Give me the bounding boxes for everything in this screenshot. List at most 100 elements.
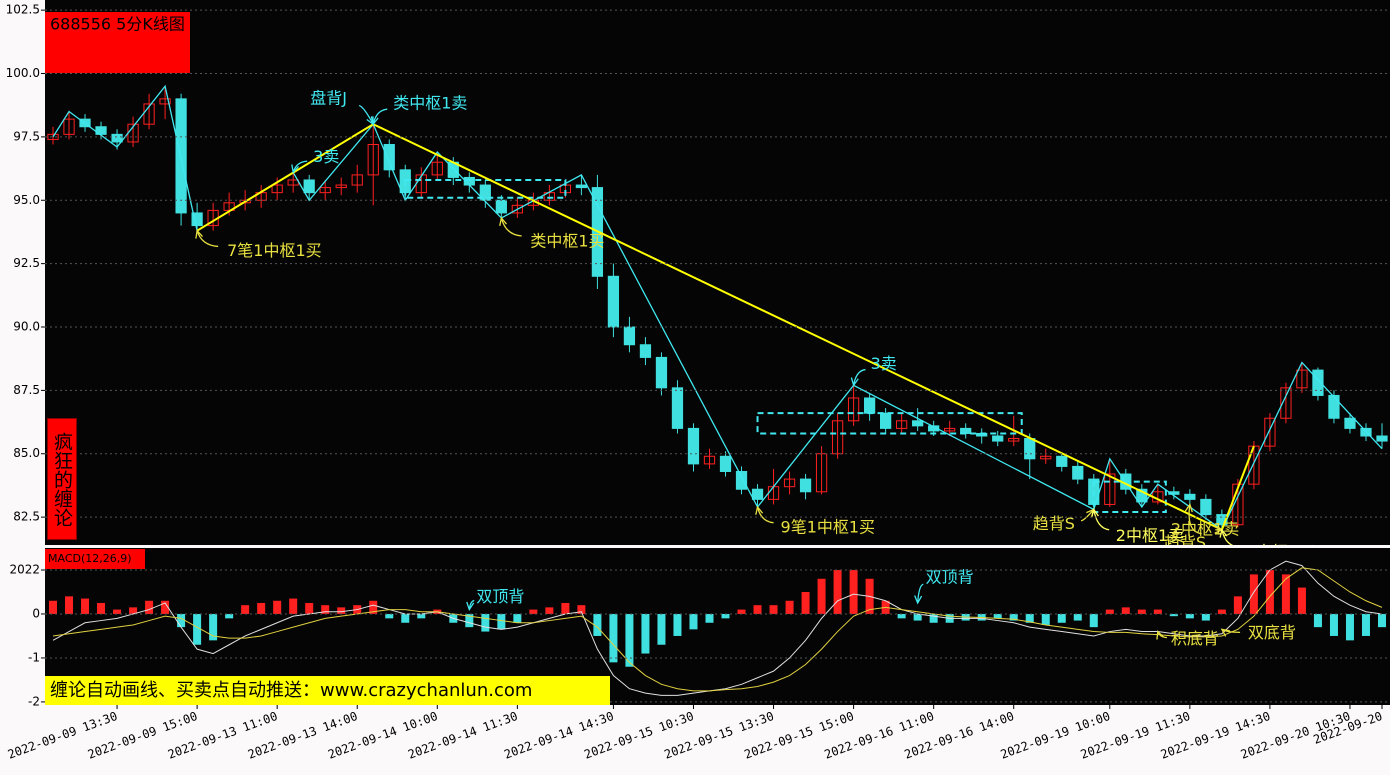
macd-bar <box>289 598 298 614</box>
macd-bar <box>145 600 154 614</box>
annotation-arrow <box>292 160 308 173</box>
macd-bar <box>737 609 746 614</box>
annotation-arrowhead <box>1090 508 1099 518</box>
macd-bar <box>705 613 714 623</box>
candle-body <box>1168 491 1180 495</box>
candle-body <box>1056 455 1068 467</box>
macd-bar <box>609 613 618 663</box>
annotation: 3卖 <box>871 354 897 373</box>
candle-body <box>47 133 59 140</box>
macd-bar <box>193 613 202 645</box>
macd-bar <box>849 569 858 614</box>
macd-bar <box>1265 569 1274 614</box>
y-tick-label: 92.5 <box>13 256 40 270</box>
annotation-arrowhead <box>1184 502 1193 513</box>
zhongshu-box <box>404 178 567 199</box>
macd-bar <box>545 607 554 614</box>
annotation-arrowhead <box>1156 630 1164 640</box>
chart-title: 688556 5分K线图 <box>50 15 185 34</box>
macd-bar <box>1361 613 1370 636</box>
annotation: 9笔1中枢1买 <box>781 517 876 536</box>
macd-bar <box>1297 587 1306 614</box>
macd-bar <box>1025 613 1034 623</box>
annotation-arrowhead <box>466 601 475 612</box>
candle-body <box>191 212 203 227</box>
annotation: 2中枢1买P <box>1246 542 1324 561</box>
annotation-arrow <box>756 506 774 524</box>
annotation-arrowhead <box>850 377 859 387</box>
segment-line <box>196 123 1255 532</box>
annotation: 2中枢1卖 <box>1171 519 1239 538</box>
annotation-arrowhead <box>914 595 923 605</box>
annotation-arrow <box>1221 529 1234 545</box>
macd-bar <box>721 613 730 619</box>
annotation-arrowhead <box>1220 628 1230 637</box>
candle-body <box>1104 473 1116 505</box>
candle-body <box>847 397 860 422</box>
macd-bar <box>785 600 794 614</box>
annotation-arrow <box>1188 504 1202 535</box>
macd-bar <box>49 600 58 614</box>
candle-body <box>751 488 764 500</box>
annotation: 双底背 <box>1248 623 1296 642</box>
macd-bar <box>177 613 186 628</box>
y-tick-label: -2 <box>28 694 40 708</box>
macd-bar <box>1249 574 1258 614</box>
macd-title: MACD(12,26,9) <box>48 552 132 565</box>
annotation-arrowhead <box>1219 528 1228 538</box>
candle-body <box>831 420 844 455</box>
macd-bar <box>561 602 570 614</box>
macd-bar <box>753 605 762 614</box>
candle-body <box>111 133 123 143</box>
candle-body <box>1072 465 1084 480</box>
candle-body <box>1280 387 1292 419</box>
annotation-arrow <box>500 217 522 237</box>
y-tick-label: 85.0 <box>13 446 40 460</box>
macd-bar <box>657 613 666 645</box>
candle-body <box>623 326 636 346</box>
candle-body <box>431 161 443 176</box>
annotation-arrowhead <box>195 229 204 239</box>
macd-bar <box>1185 613 1194 619</box>
side-label: 疯狂的缠论 <box>47 418 77 540</box>
macd-bar <box>1217 609 1226 614</box>
macd-bar <box>1377 613 1386 628</box>
y-tick-label: 0 <box>32 606 40 620</box>
annotation: 趋背S <box>1033 514 1075 533</box>
macd-bar <box>1169 613 1178 617</box>
candle-body <box>799 478 812 493</box>
annotation-arrow <box>1093 509 1110 531</box>
macd-bar <box>337 607 346 614</box>
candle-body <box>912 420 924 427</box>
candle-body <box>271 184 283 194</box>
candle-body <box>1184 493 1196 500</box>
candle-body <box>367 143 379 176</box>
macd-bar <box>1073 613 1082 621</box>
macd-bar <box>401 613 410 623</box>
y-tick-label: 2022 <box>9 562 40 576</box>
annotation: 趋背S <box>1164 533 1206 552</box>
annotation: 3卖 <box>313 147 339 166</box>
y-tick-label: 87.5 <box>13 383 40 397</box>
macd-bar <box>1121 607 1130 614</box>
candle-body <box>1296 369 1308 389</box>
macd-bar <box>689 613 698 630</box>
candle-body <box>880 412 892 429</box>
candle-body <box>1344 417 1356 429</box>
macd-bar <box>929 613 938 623</box>
candle-body <box>1008 438 1020 442</box>
candle-body <box>607 275 620 328</box>
y-tick-label: 97.5 <box>13 129 40 143</box>
macd-bar <box>993 613 1002 619</box>
candle-body <box>1376 435 1388 442</box>
candle-body <box>63 118 75 135</box>
y-tick-label: 95.0 <box>13 193 40 207</box>
annotation: 盘背J <box>310 89 347 108</box>
macd-bar <box>673 613 682 636</box>
macd-bar <box>1137 609 1146 614</box>
macd-bar <box>817 578 826 614</box>
annotation-arrow <box>358 104 374 125</box>
candle-body <box>95 126 107 135</box>
